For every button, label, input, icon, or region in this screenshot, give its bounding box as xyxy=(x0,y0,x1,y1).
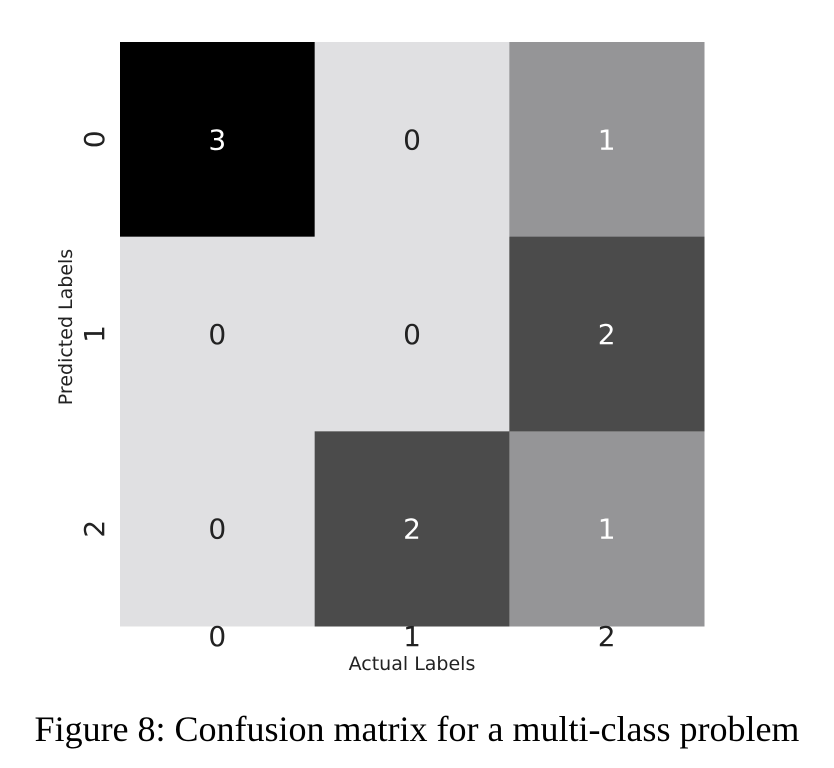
heatmap-cell-r0-c1 xyxy=(314,42,510,238)
heatmap-cell-r0-c0 xyxy=(120,42,316,238)
cell-value-r2-c0: 0 xyxy=(208,513,226,546)
heatmap-cells xyxy=(120,42,705,627)
x-axis-label: Actual Labels xyxy=(349,653,476,675)
confusion-matrix-chart: 3 0 1 0 0 2 0 2 1 0 1 2 0 1 2 Actual Labels Predicte… xyxy=(55,42,705,675)
y-axis-label: Predicted Labels xyxy=(55,249,77,405)
y-tick-label-1: 1 xyxy=(78,325,111,343)
heatmap-cell-r0-c2 xyxy=(509,42,705,238)
cell-value-r1-c0: 0 xyxy=(208,318,226,351)
x-tick-label-2: 2 xyxy=(598,620,616,653)
heatmap-cell-labels: 3 0 1 0 0 2 0 2 1 xyxy=(208,123,615,545)
x-tick-labels: 0 1 2 xyxy=(208,620,615,653)
cell-value-r0-c1: 0 xyxy=(403,123,421,156)
x-tick-label-1: 1 xyxy=(403,620,421,653)
cell-value-r1-c1: 0 xyxy=(403,318,421,351)
heatmap-cell-r1-c2 xyxy=(509,236,705,432)
heatmap-cell-r1-c0 xyxy=(120,236,316,432)
y-tick-labels: 0 1 2 xyxy=(78,130,111,537)
cell-value-r0-c2: 1 xyxy=(598,123,616,156)
heatmap-cell-r2-c0 xyxy=(120,431,316,627)
y-tick-label-2: 2 xyxy=(78,520,111,538)
cell-value-r2-c2: 1 xyxy=(598,513,616,546)
y-tick-label-0: 0 xyxy=(78,130,111,148)
cell-value-r0-c0: 3 xyxy=(208,123,226,156)
figure-caption: Figure 8: Confusion matrix for a multi-c… xyxy=(34,709,800,749)
heatmap-cell-r1-c1 xyxy=(314,236,510,432)
x-tick-label-0: 0 xyxy=(208,620,226,653)
cell-value-r2-c1: 2 xyxy=(403,513,421,546)
cell-value-r1-c2: 2 xyxy=(598,318,616,351)
heatmap-cell-r2-c1 xyxy=(314,431,510,627)
heatmap-cell-r2-c2 xyxy=(509,431,705,627)
